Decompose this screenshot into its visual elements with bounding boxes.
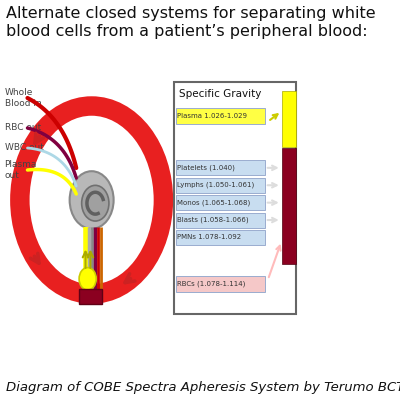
Circle shape: [82, 185, 109, 221]
Bar: [80, 289, 102, 304]
Text: Plasma 1.026-1.029: Plasma 1.026-1.029: [178, 113, 248, 119]
Text: Monos (1.065-1.068): Monos (1.065-1.068): [178, 199, 251, 206]
Circle shape: [70, 171, 114, 229]
Circle shape: [79, 268, 96, 290]
Text: RBC out: RBC out: [4, 124, 41, 132]
Bar: [176, 178, 265, 193]
Text: Lymphs (1.050-1.061): Lymphs (1.050-1.061): [178, 182, 255, 188]
Bar: [176, 230, 265, 245]
Text: Blasts (1.058-1.066): Blasts (1.058-1.066): [178, 217, 249, 223]
Bar: [282, 148, 296, 264]
Text: Alternate closed systems for separating white
blood cells from a patient’s perip: Alternate closed systems for separating …: [6, 6, 376, 39]
Text: WBC out: WBC out: [4, 144, 44, 152]
Text: Plasma
out: Plasma out: [4, 160, 37, 180]
Bar: [176, 195, 265, 210]
Text: Diagram of COBE Spectra Apheresis System by Terumo BCT: Diagram of COBE Spectra Apheresis System…: [6, 381, 400, 394]
Bar: [282, 91, 296, 147]
Bar: [176, 160, 265, 175]
Bar: [176, 276, 265, 292]
Text: Specific Gravity: Specific Gravity: [179, 89, 262, 99]
Text: PMNs 1.078-1.092: PMNs 1.078-1.092: [178, 234, 242, 240]
Bar: [176, 108, 265, 124]
Bar: [176, 212, 265, 228]
Text: Platelets (1.040): Platelets (1.040): [178, 164, 235, 171]
Text: RBCs (1.078-1.114): RBCs (1.078-1.114): [178, 280, 246, 287]
Bar: [174, 82, 296, 314]
Text: Whole
Blood in: Whole Blood in: [4, 88, 41, 108]
